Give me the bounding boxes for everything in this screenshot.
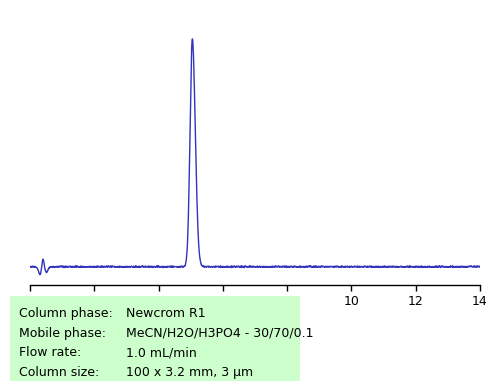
- Text: Flow rate:: Flow rate:: [18, 346, 81, 360]
- Text: 1.0 mL/min: 1.0 mL/min: [126, 346, 197, 360]
- Text: Newcrom R1: Newcrom R1: [126, 306, 206, 320]
- Text: 100 x 3.2 mm, 3 μm: 100 x 3.2 mm, 3 μm: [126, 367, 253, 379]
- FancyBboxPatch shape: [10, 296, 300, 381]
- Text: Column size:: Column size:: [18, 367, 99, 379]
- Text: MeCN/H2O/H3PO4 - 30/70/0.1: MeCN/H2O/H3PO4 - 30/70/0.1: [126, 326, 314, 340]
- Text: Mobile phase:: Mobile phase:: [18, 326, 106, 340]
- Text: Column phase:: Column phase:: [18, 306, 112, 320]
